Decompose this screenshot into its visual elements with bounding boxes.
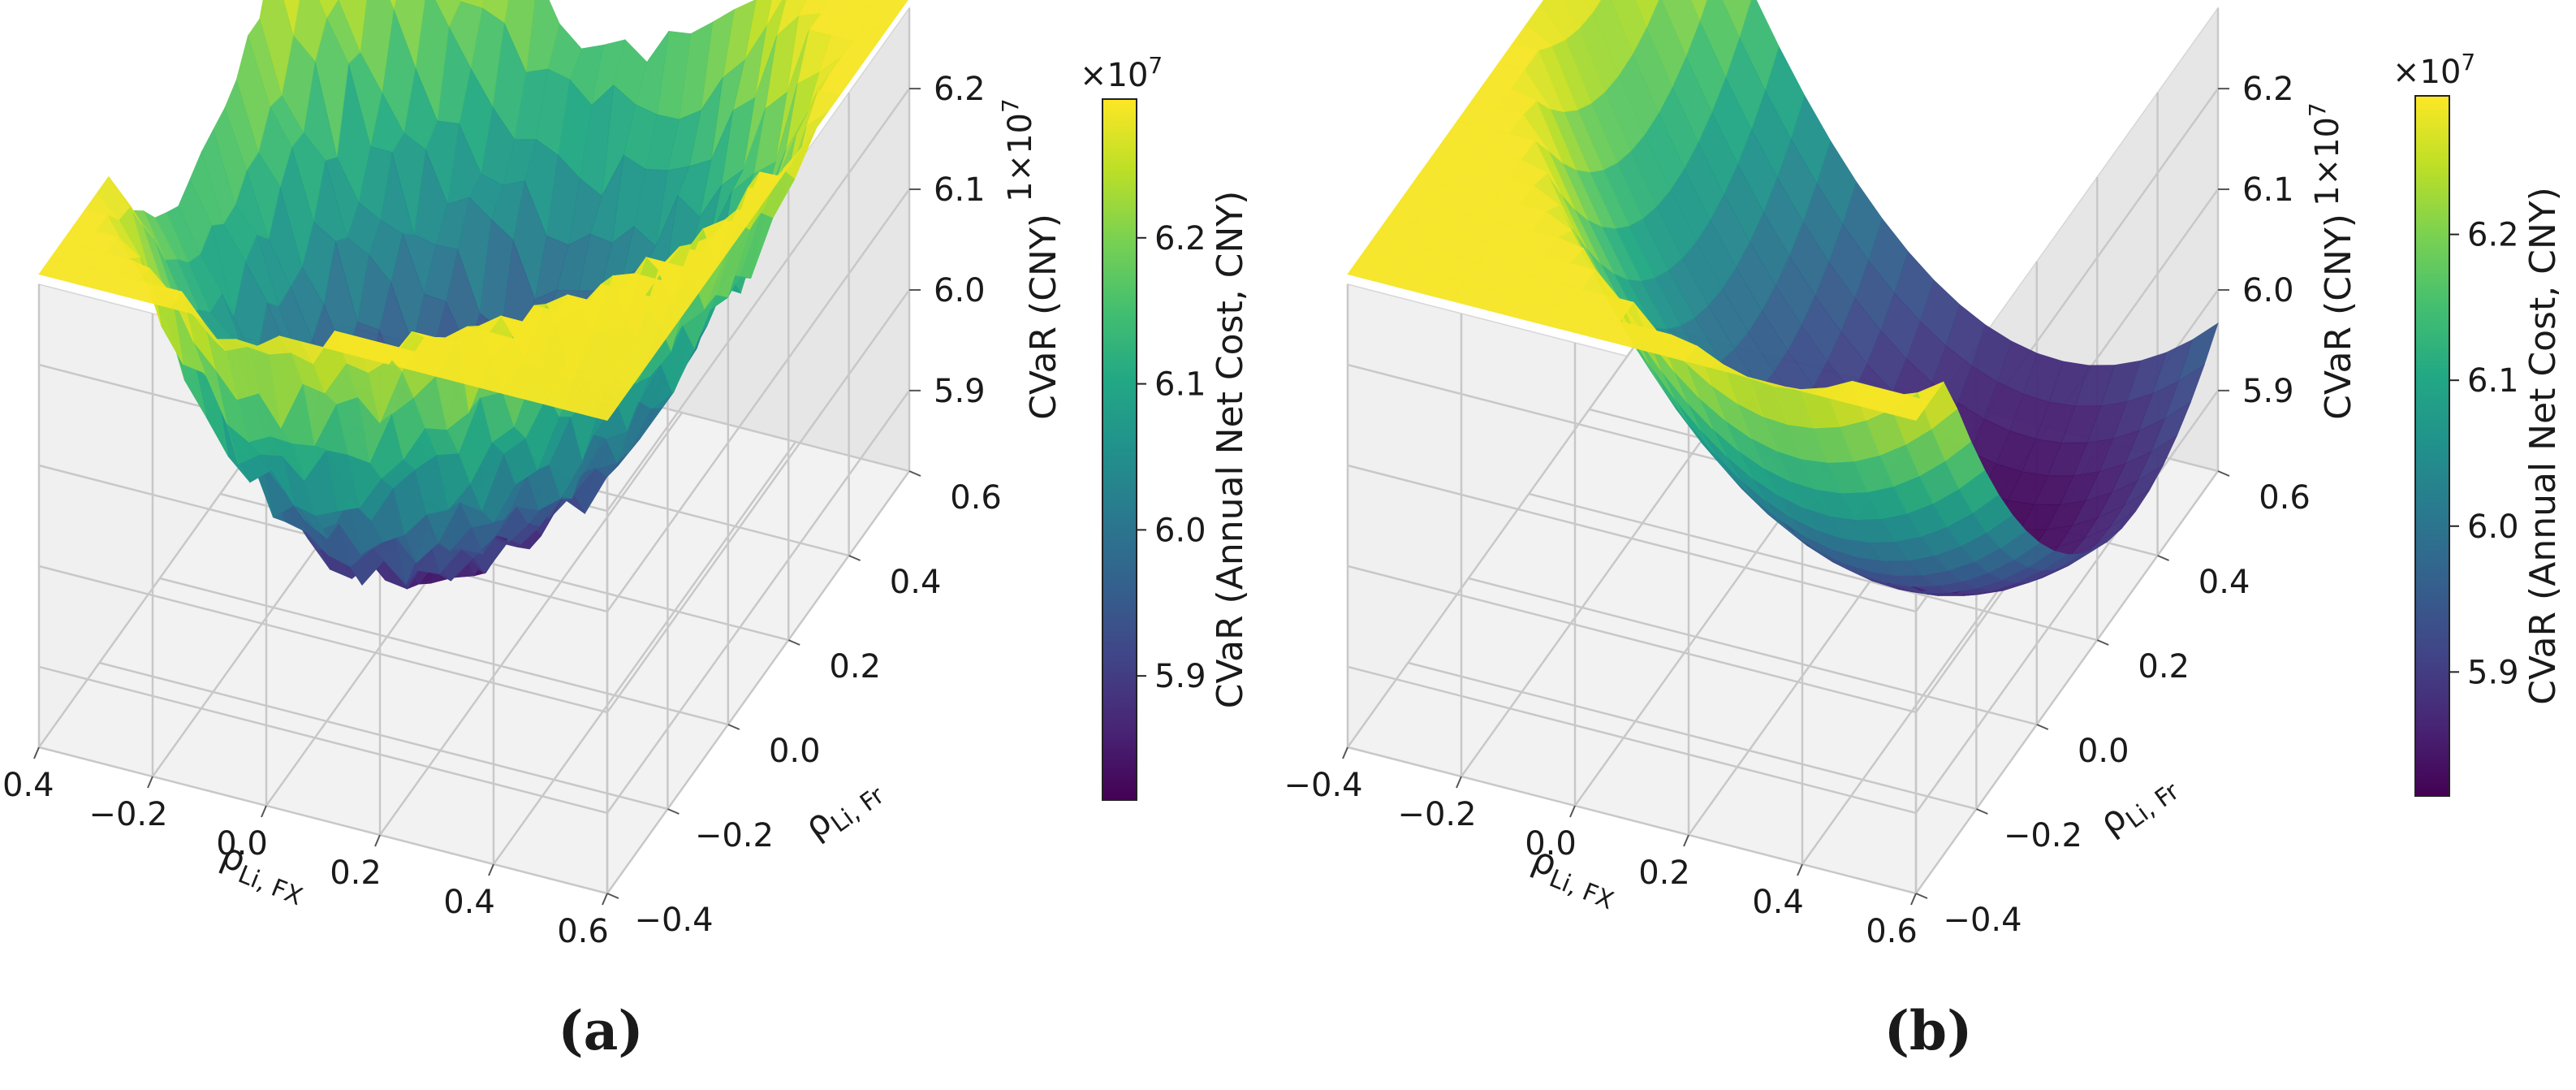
y-tick-label-3: 0.2: [2138, 648, 2190, 686]
z-offset-label: 1×107: [2304, 102, 2346, 206]
z-tick-label-0: 5.9: [2242, 373, 2294, 410]
y-tick-mark-2: [2036, 724, 2049, 730]
y-tick-label-4: 0.4: [2198, 564, 2250, 601]
gridline-z-0: [38, 390, 911, 815]
surface-mesh: [38, 0, 908, 590]
surface-facet-0-0: [1347, 254, 1388, 282]
x-tick-label-1: −0.2: [88, 796, 167, 833]
y-tick-mark-4: [2157, 555, 2169, 561]
colorbar: [1102, 98, 1137, 801]
x-tick-mark-2: [1569, 805, 1576, 818]
z-tick-label-1: 6.0: [2242, 272, 2294, 309]
gridline-z-1: [38, 289, 911, 714]
y-tick-label-1: −0.2: [695, 817, 774, 854]
y-tick-label-1: −0.2: [2004, 817, 2082, 854]
y-tick-label-2: 0.0: [769, 733, 821, 770]
surface-facet-0-0: [38, 257, 73, 280]
x-tick-mark-1: [147, 776, 153, 789]
z-tick-label-0: 5.9: [934, 373, 986, 410]
y-tick-mark-3: [2096, 639, 2109, 646]
y-tick-label-5: 0.6: [2259, 479, 2311, 517]
z-axis-label: CVaR (CNY): [1023, 214, 1064, 420]
colorbar-offset-label: ×107: [1080, 52, 1163, 94]
y-tick-label-0: −0.4: [634, 902, 713, 939]
surface-facet-0-16: [1586, 0, 1602, 13]
y-tick-mark-4: [848, 555, 861, 561]
x-tick-label-0: −0.4: [0, 767, 54, 804]
y-axis-label: ρLi, Fr: [2091, 762, 2185, 848]
z-tick-label-2: 6.1: [2242, 171, 2294, 209]
colorbar-tick-label-1: 6.0: [2467, 508, 2519, 546]
panel-b: −0.4 −0.2 0.0 0.2 0.4 0.6 −0.4 −0.2 0.0 0.2 0.4 0.6…: [1284, 0, 2564, 1062]
x-tick-label-2: 0.0: [1525, 825, 1577, 863]
x-tick-mark-5: [1910, 893, 1917, 906]
y-axis-label: ρLi, Fr: [796, 766, 890, 852]
colorbar-label: CVaR (Annual Net Cost, CNY): [1210, 191, 1251, 709]
x-tick-mark-3: [1683, 834, 1689, 847]
colorbar-tick-label-3: 6.2: [2467, 217, 2519, 254]
z-axis-label: CVaR (CNY): [2318, 214, 2359, 420]
x-tick-mark-2: [261, 805, 267, 818]
y-tick-label-0: −0.4: [1943, 902, 2022, 939]
x-tick-label-3: 0.2: [330, 854, 382, 892]
colorbar-tick-label-2: 6.1: [1154, 366, 1206, 404]
colorbar-offset-label: ×107: [2393, 49, 2475, 91]
x-tick-mark-4: [1797, 863, 1803, 876]
x-tick-mark-3: [374, 834, 381, 847]
colorbar-tick-label-0: 5.9: [2467, 654, 2519, 691]
colorbar-label: CVaR (Annual Net Cost, CNY): [2522, 187, 2564, 705]
y-tick-mark-0: [606, 893, 619, 899]
colorbar-tick-label-2: 6.1: [2467, 362, 2519, 400]
y-tick-mark-2: [727, 724, 740, 730]
y-tick-label-3: 0.2: [829, 648, 881, 686]
panel-a: −0.4 −0.2 0.0 0.2 0.4 0.6 −0.4 −0.2 0.0 0.2 0.4 0.6…: [0, 0, 1251, 1062]
x-tick-label-0: −0.4: [1284, 767, 1362, 804]
x-tick-mark-5: [602, 893, 608, 906]
z-tick-label-1: 6.0: [934, 272, 986, 309]
y-tick-label-5: 0.6: [950, 479, 1002, 517]
x-tick-label-4: 0.4: [443, 884, 495, 921]
x-tick-mark-0: [1342, 746, 1348, 759]
x-tick-mark-0: [33, 746, 40, 759]
z-tick-label-3: 6.2: [934, 71, 986, 108]
x-tick-label-3: 0.2: [1638, 854, 1690, 892]
x-tick-label-4: 0.4: [1752, 884, 1804, 921]
x-tick-mark-4: [488, 863, 494, 876]
z-offset-label: 1×107: [997, 98, 1039, 202]
y-tick-mark-1: [667, 808, 680, 815]
y-tick-mark-5: [2217, 470, 2230, 477]
z-tick-label-3: 6.2: [2242, 71, 2294, 108]
y-tick-label-2: 0.0: [2078, 733, 2129, 770]
x-tick-label-2: 0.0: [216, 825, 268, 863]
x-tick-label-5: 0.6: [1866, 913, 1918, 950]
x-tick-mark-1: [1456, 776, 1462, 789]
y-tick-label-4: 0.4: [890, 564, 942, 601]
surface-mesh: [1347, 0, 2219, 596]
y-tick-mark-3: [787, 639, 800, 646]
panel-caption: (a): [558, 999, 643, 1062]
y-tick-mark-5: [908, 470, 921, 477]
z-tick-label-2: 6.1: [934, 171, 986, 209]
colorbar: [2414, 95, 2450, 797]
gridline-z-2: [38, 188, 911, 613]
colorbar-tick-label-1: 6.0: [1154, 512, 1206, 549]
surface-facet-3-23: [389, 0, 397, 11]
y-tick-mark-0: [1915, 893, 1928, 899]
x-tick-label-1: −0.2: [1397, 796, 1476, 833]
colorbar-tick-label-0: 5.9: [1154, 658, 1206, 695]
x-tick-label-5: 0.6: [557, 913, 609, 950]
panel-caption: (b): [1884, 999, 1973, 1062]
y-tick-mark-1: [1976, 808, 1988, 815]
gridline-z-2: [1347, 188, 2220, 613]
colorbar-tick-label-3: 6.2: [1154, 220, 1206, 257]
